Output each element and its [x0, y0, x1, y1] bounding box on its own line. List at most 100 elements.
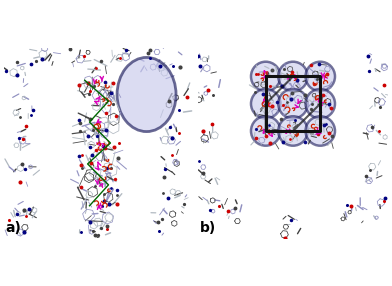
Point [319, 93, 326, 98]
Point [307, 107, 314, 112]
Point [264, 99, 270, 104]
Point [33, 59, 39, 63]
Point [209, 121, 215, 126]
Point [94, 233, 101, 237]
Point [18, 162, 25, 166]
Point [111, 144, 117, 149]
Point [90, 127, 96, 132]
Point [114, 193, 120, 197]
Point [287, 136, 293, 141]
Point [316, 62, 323, 67]
Point [294, 78, 300, 82]
Point [264, 71, 270, 75]
Point [176, 130, 182, 135]
Point [232, 206, 238, 211]
Point [327, 106, 334, 111]
Point [365, 54, 371, 58]
Circle shape [278, 62, 308, 91]
Point [103, 111, 109, 115]
Point [252, 126, 259, 131]
Point [309, 102, 315, 106]
Point [376, 128, 382, 133]
Circle shape [278, 89, 308, 118]
Point [75, 39, 82, 43]
Point [79, 165, 85, 170]
Point [91, 84, 97, 88]
Point [78, 184, 84, 189]
Point [22, 166, 28, 171]
Ellipse shape [117, 57, 176, 132]
Point [21, 230, 27, 234]
Point [311, 82, 317, 87]
Point [160, 217, 166, 221]
Circle shape [251, 89, 280, 118]
Point [78, 230, 84, 234]
Point [267, 84, 273, 89]
Point [79, 152, 85, 157]
Point [87, 144, 94, 149]
Point [382, 196, 388, 200]
Point [181, 202, 187, 206]
Point [103, 128, 109, 133]
Point [106, 202, 113, 206]
Point [114, 202, 120, 206]
Point [160, 190, 166, 195]
Point [381, 83, 387, 88]
Point [86, 219, 93, 224]
Text: b): b) [200, 221, 216, 235]
Point [177, 65, 183, 70]
Point [314, 77, 321, 82]
Circle shape [251, 62, 280, 91]
Point [169, 152, 175, 157]
Point [19, 137, 25, 142]
Point [260, 92, 267, 96]
Point [366, 69, 372, 73]
Point [216, 204, 222, 208]
Point [76, 118, 83, 122]
Point [101, 192, 107, 196]
Circle shape [305, 89, 335, 118]
Point [118, 41, 124, 46]
Point [14, 211, 20, 216]
Point [156, 229, 162, 233]
Point [155, 220, 161, 225]
Point [24, 214, 30, 218]
Point [78, 163, 84, 168]
Point [279, 140, 286, 144]
Point [110, 101, 116, 106]
Point [315, 132, 321, 136]
Point [200, 170, 207, 175]
Point [225, 208, 231, 213]
Point [113, 113, 119, 118]
Point [367, 168, 373, 173]
Point [110, 81, 116, 85]
Point [169, 136, 175, 140]
Point [76, 83, 82, 87]
Point [274, 100, 281, 104]
Point [14, 59, 20, 64]
Point [252, 90, 258, 94]
Point [102, 80, 108, 85]
Point [166, 98, 172, 103]
Point [123, 48, 130, 52]
Point [104, 226, 110, 231]
Point [6, 218, 13, 222]
Point [280, 103, 286, 108]
Point [101, 198, 107, 203]
Point [279, 84, 285, 88]
Point [28, 113, 34, 117]
Point [157, 63, 163, 68]
Circle shape [278, 116, 308, 146]
Point [107, 91, 114, 95]
Point [321, 122, 328, 127]
Circle shape [251, 116, 280, 146]
Point [363, 174, 369, 178]
Point [104, 166, 111, 170]
Point [76, 121, 83, 125]
Point [104, 223, 111, 228]
Point [16, 114, 23, 119]
Point [278, 116, 284, 121]
Circle shape [305, 62, 335, 91]
Point [176, 108, 182, 112]
Point [89, 152, 95, 157]
